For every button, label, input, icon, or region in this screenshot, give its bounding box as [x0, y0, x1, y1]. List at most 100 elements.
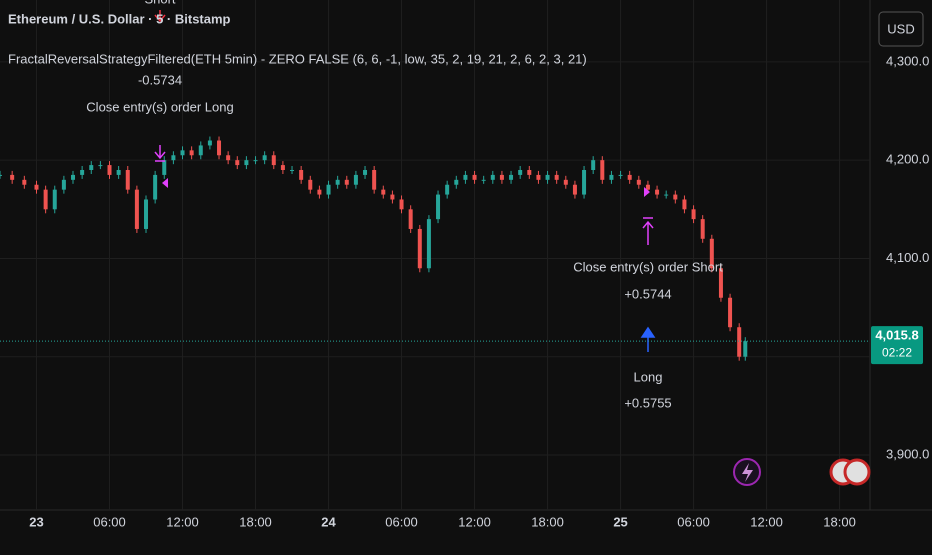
- candle: [89, 165, 94, 170]
- short-arrow: [154, 10, 166, 23]
- candle: [436, 194, 441, 220]
- candle: [554, 174, 559, 180]
- symbol-title: Ethereum / U.S. Dollar · 5 · Bitstamp: [8, 11, 231, 26]
- candle: [664, 194, 669, 196]
- candle: [280, 165, 285, 170]
- candle: [509, 174, 514, 180]
- candle: [226, 155, 231, 161]
- candle: [417, 228, 422, 269]
- close-long-arrow: [154, 145, 166, 162]
- candle: [381, 189, 386, 195]
- x-tick-label: 24: [321, 514, 336, 529]
- event-icons: [733, 458, 871, 486]
- candle: [709, 238, 714, 269]
- candle: [107, 165, 112, 175]
- candle: [326, 184, 331, 195]
- x-tick-label: 12:00: [750, 514, 783, 529]
- candle: [673, 194, 678, 200]
- candle: [600, 160, 605, 180]
- countdown-label: 02:22: [882, 345, 912, 359]
- candle: [217, 140, 222, 156]
- candle: [290, 170, 295, 171]
- annotation-label: +0.5755: [624, 395, 671, 410]
- currency-button[interactable]: [878, 11, 924, 47]
- candle: [125, 170, 130, 190]
- candle: [308, 179, 313, 190]
- current-price-box: [871, 326, 923, 365]
- candle: [134, 189, 139, 229]
- x-tick-label: 25: [613, 514, 627, 529]
- x-tick-label: 18:00: [823, 514, 856, 529]
- candle: [235, 160, 240, 166]
- candle: [655, 189, 660, 195]
- flag-icon: [843, 458, 871, 486]
- candle: [627, 174, 632, 180]
- currency-button-label[interactable]: USD: [887, 21, 914, 36]
- candle: [591, 160, 596, 170]
- candle: [518, 170, 523, 175]
- candle: [426, 219, 431, 269]
- candle: [399, 199, 404, 210]
- candle: [636, 179, 641, 185]
- candle: [572, 184, 577, 195]
- fractal-marker: [162, 178, 168, 188]
- candle: [244, 160, 249, 166]
- candle: [144, 199, 149, 229]
- candle: [80, 170, 85, 175]
- candle: [198, 145, 203, 156]
- candle: [618, 174, 623, 176]
- candle: [737, 327, 742, 357]
- candle: [22, 179, 27, 185]
- x-tick-label: 18:00: [239, 514, 272, 529]
- candle: [445, 184, 450, 195]
- candle: [718, 268, 723, 298]
- candles: [0, 136, 748, 361]
- annotation-label: Long: [634, 369, 663, 384]
- candle: [335, 179, 340, 185]
- x-tick-label: 12:00: [166, 514, 199, 529]
- candle: [317, 189, 322, 195]
- candle: [207, 140, 212, 146]
- candle: [472, 174, 477, 180]
- y-tick-label: 4,200.0: [886, 152, 929, 167]
- candle: [454, 179, 459, 185]
- x-tick-label: 06:00: [677, 514, 710, 529]
- candle: [499, 174, 504, 180]
- candle: [344, 179, 349, 185]
- candle: [180, 150, 185, 156]
- annotation-label: Close entry(s) order Long: [86, 99, 233, 114]
- grid: [0, 0, 870, 510]
- candle: [609, 174, 614, 180]
- x-tick-label: 23: [29, 514, 43, 529]
- x-tick-label: 06:00: [93, 514, 126, 529]
- annotation-label: Close entry(s) order Short: [573, 259, 723, 274]
- x-tick-label: 12:00: [458, 514, 491, 529]
- candle: [10, 174, 15, 180]
- candle: [116, 170, 121, 175]
- candle: [61, 179, 66, 190]
- candle: [52, 189, 57, 210]
- candle: [271, 155, 276, 166]
- candle: [700, 219, 705, 239]
- candle: [527, 170, 532, 175]
- candle: [408, 209, 413, 229]
- y-tick-label: 4,100.0: [886, 250, 929, 265]
- candle: [299, 170, 304, 180]
- candle: [189, 150, 194, 156]
- candle: [98, 165, 103, 167]
- candle: [353, 174, 358, 185]
- candle: [171, 155, 176, 161]
- candle: [71, 174, 76, 180]
- close-short-arrow: [642, 217, 654, 245]
- event-icon-bolt: [742, 463, 753, 482]
- y-tick-label: 3,900.0: [886, 446, 929, 461]
- candle: [162, 160, 167, 175]
- candle: [728, 297, 733, 328]
- candle: [43, 189, 48, 210]
- annotations: [154, 10, 656, 352]
- candle: [536, 174, 541, 180]
- candle: [481, 179, 486, 181]
- candle: [490, 174, 495, 180]
- y-tick-label: 4,300.0: [886, 53, 929, 68]
